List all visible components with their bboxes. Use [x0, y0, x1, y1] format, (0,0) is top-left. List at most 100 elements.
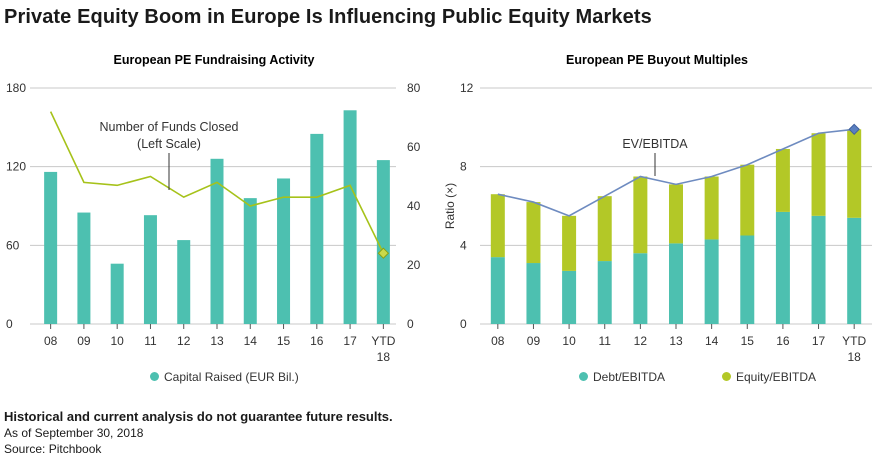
x-tick-label: 13: [669, 334, 683, 348]
equity-ebitda-legend-label: Equity/EBITDA: [736, 370, 816, 384]
capital-raised-bars: [44, 110, 390, 325]
equity-ebitda-bar: [562, 215, 577, 271]
capital-raised-bar: [310, 133, 324, 324]
debt-ebitda-bar: [633, 253, 648, 324]
capital-raised-legend-label: Capital Raised (EUR Bil.): [164, 370, 299, 384]
x-tick-label: 10: [562, 334, 576, 348]
capital-raised-bar: [376, 160, 390, 324]
equity-ebitda-bar: [740, 164, 755, 236]
x-tick-label: 14: [705, 334, 719, 348]
capital-raised-bar: [177, 240, 191, 324]
ev-ebitda-line-group: [497, 123, 860, 217]
x-tick-label: 16: [310, 334, 324, 348]
right-axis-ticks: 0 20 40 60 80: [407, 81, 421, 331]
debt-ebitda-bar: [597, 261, 612, 324]
funds-closed-ytd-marker: [377, 247, 390, 259]
as-of-date: As of September 30, 2018: [4, 426, 144, 440]
x-tick-label: 15: [741, 334, 755, 348]
funds-closed-line-group: [49, 111, 390, 259]
left-axis-tick-label: 0: [6, 317, 13, 331]
x-tick-label: 16: [776, 334, 790, 348]
equity-ebitda-bar: [526, 202, 541, 264]
y-tick-label: 12: [460, 81, 474, 95]
ev-ebitda-ytd-marker: [848, 123, 860, 136]
left-axis-tick-label: 180: [6, 81, 26, 95]
right-axis-tick-label: 60: [407, 140, 421, 154]
buyout-multiples-chart: European PE Buyout Multiples 0 4 8 12 08 09 1…: [443, 53, 872, 384]
x-tick-label: 11: [598, 334, 611, 348]
debt-ebitda-bar: [562, 270, 577, 324]
x-tick-label: 10: [111, 334, 125, 348]
y-tick-label: 8: [460, 160, 467, 174]
capital-raised-bar: [77, 212, 91, 324]
x-tick-label: 14: [244, 334, 258, 348]
x-tick-label: 18: [848, 350, 862, 364]
fundraising-x-ticks: 08 09 10 11 12 13 14 15 16 17 YTD 18: [44, 324, 396, 364]
equity-ebitda-legend-swatch: [722, 372, 731, 381]
equity-ebitda-bar: [490, 194, 505, 258]
right-axis-tick-label: 0: [407, 317, 414, 331]
x-tick-label: YTD: [371, 334, 395, 348]
right-axis-tick-label: 40: [407, 199, 421, 213]
x-tick-label: 08: [491, 334, 505, 348]
fundraising-chart-title: European PE Fundraising Activity: [114, 53, 315, 67]
x-tick-label: 18: [377, 350, 391, 364]
buyout-chart-title: European PE Buyout Multiples: [566, 53, 748, 67]
fundraising-chart: European PE Fundraising Activity 0601201…: [6, 53, 421, 384]
source-text: Source: Pitchbook: [4, 442, 102, 456]
debt-ebitda-bar: [740, 235, 755, 324]
capital-raised-bar: [110, 263, 124, 324]
debt-ebitda-legend-swatch: [579, 372, 588, 381]
equity-ebitda-bar: [704, 176, 719, 240]
debt-ebitda-bar: [526, 263, 541, 324]
capital-raised-bar: [277, 178, 291, 324]
buyout-y-axis-label: Ratio (×): [443, 183, 457, 229]
funds-closed-line: [49, 111, 385, 254]
x-tick-label: 12: [634, 334, 648, 348]
equity-ebitda-bar: [847, 129, 862, 218]
buyout-x-ticks: 08 09 10 11 12 13 14 15 16 17 YTD 18: [491, 324, 867, 364]
right-axis-tick-label: 20: [407, 258, 421, 272]
capital-raised-bar: [143, 215, 157, 324]
left-axis-ticks: 0 60 120 180: [6, 81, 26, 331]
x-tick-label: 13: [210, 334, 224, 348]
ev-ebitda-annotation: EV/EBITDA: [622, 137, 688, 151]
funds-closed-annotation-line2: (Left Scale): [137, 137, 201, 151]
equity-ebitda-bar: [633, 176, 648, 254]
capital-raised-bar: [243, 198, 257, 324]
capital-raised-bar: [210, 158, 224, 324]
x-tick-label: 17: [812, 334, 826, 348]
x-tick-label: 15: [277, 334, 291, 348]
debt-ebitda-bar: [847, 217, 862, 324]
equity-ebitda-bar: [669, 184, 683, 244]
debt-ebitda-legend-label: Debt/EBITDA: [593, 370, 665, 384]
x-tick-label: 17: [343, 334, 357, 348]
buyout-stacked-bars: [490, 129, 862, 324]
capital-raised-bar: [44, 171, 58, 324]
debt-ebitda-bar: [775, 211, 790, 324]
left-axis-tick-label: 120: [6, 160, 26, 174]
x-tick-label: 08: [44, 334, 58, 348]
disclaimer-text: Historical and current analysis do not g…: [4, 409, 393, 424]
x-tick-label: 11: [144, 334, 157, 348]
page-title: Private Equity Boom in Europe Is Influen…: [4, 6, 652, 28]
x-tick-label: 12: [177, 334, 191, 348]
x-tick-label: 09: [77, 334, 91, 348]
debt-ebitda-bar: [811, 215, 826, 324]
equity-ebitda-bar: [811, 133, 826, 216]
debt-ebitda-bar: [490, 257, 505, 324]
x-tick-label: 09: [527, 334, 541, 348]
footer: Historical and current analysis do not g…: [4, 409, 393, 457]
capital-raised-bar: [343, 110, 357, 325]
equity-ebitda-bar: [597, 196, 612, 262]
right-axis-tick-label: 80: [407, 81, 421, 95]
debt-ebitda-bar: [669, 243, 683, 324]
capital-raised-legend-swatch: [150, 372, 159, 381]
y-tick-label: 0: [460, 317, 467, 331]
x-tick-label: YTD: [842, 334, 866, 348]
equity-ebitda-bar: [775, 148, 790, 212]
y-tick-label: 4: [460, 238, 467, 252]
funds-closed-annotation-line1: Number of Funds Closed: [100, 120, 239, 134]
left-axis-tick-label: 60: [6, 238, 20, 252]
